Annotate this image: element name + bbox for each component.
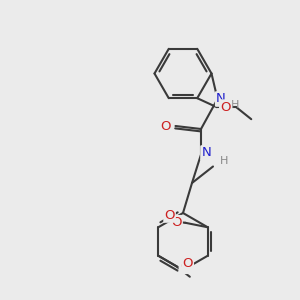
Text: N: N (202, 146, 211, 160)
Text: O: O (171, 216, 181, 229)
Text: O: O (220, 101, 231, 114)
Text: H: H (220, 155, 228, 166)
Text: N: N (216, 92, 226, 106)
Text: O: O (164, 209, 175, 222)
Text: O: O (160, 119, 171, 133)
Text: O: O (182, 257, 193, 270)
Text: O: O (180, 260, 190, 273)
Text: H: H (231, 100, 239, 110)
